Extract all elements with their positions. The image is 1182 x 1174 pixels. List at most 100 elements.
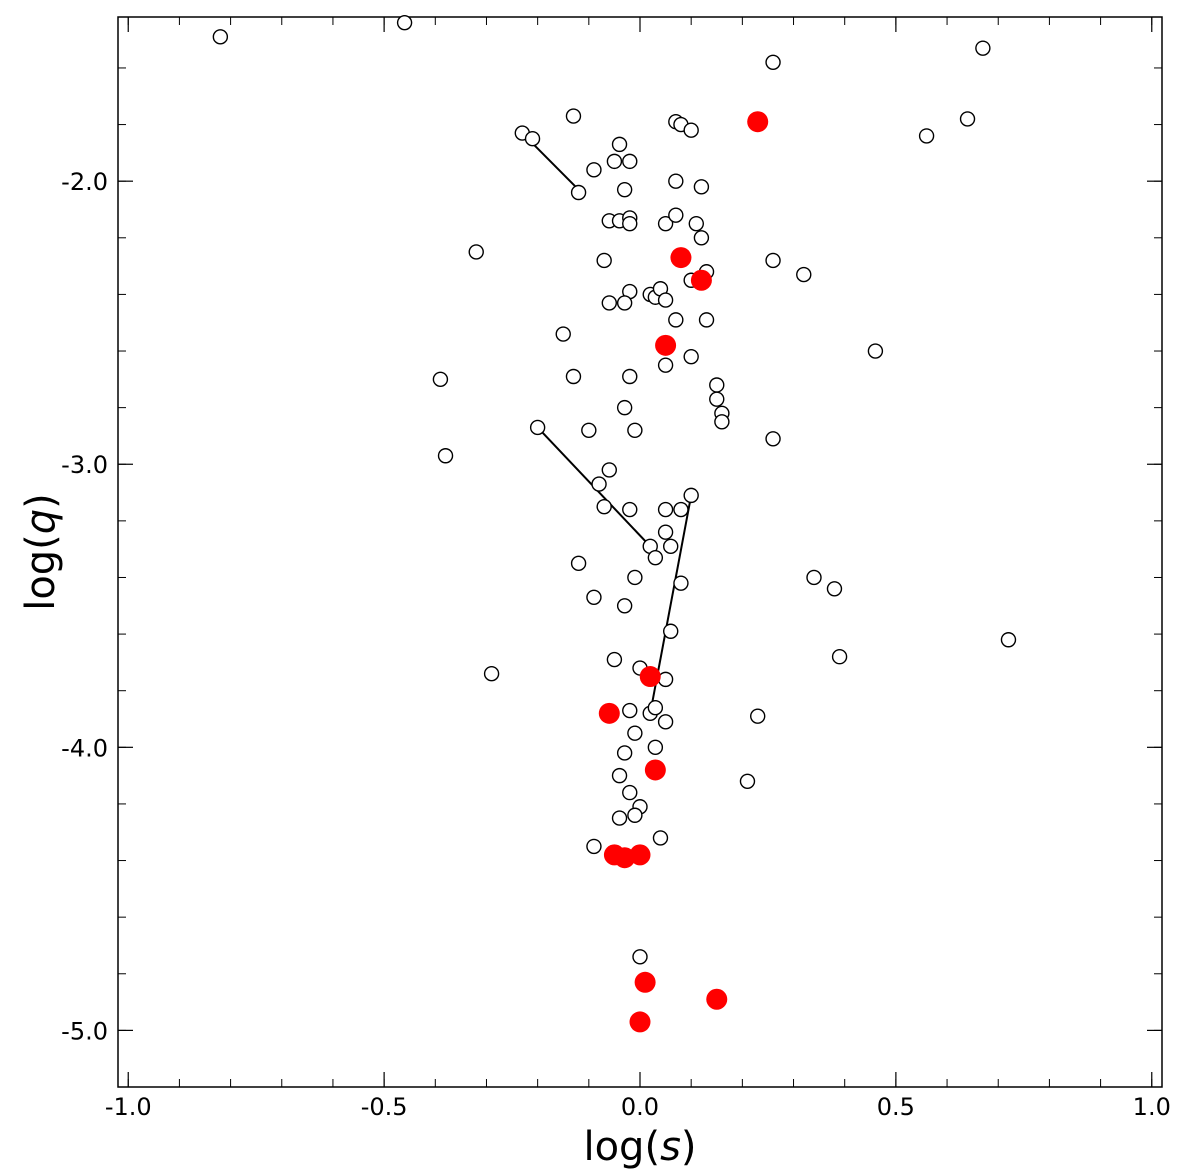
open-circle-point <box>596 499 612 515</box>
open-circle-point <box>468 244 484 260</box>
open-circle-point <box>396 14 413 31</box>
open-circle-point <box>959 111 976 127</box>
open-circle-point <box>611 810 628 826</box>
open-circle-point <box>765 431 781 447</box>
x-tick-label: -0.5 <box>361 1093 408 1121</box>
open-circle-point <box>570 555 587 572</box>
open-circle-point <box>688 215 704 232</box>
open-circle-point <box>586 838 602 855</box>
open-circle-point <box>709 391 725 407</box>
open-circle-point <box>867 343 884 359</box>
open-circle-point <box>714 414 730 430</box>
open-circle-point <box>581 422 597 438</box>
open-circle-point <box>616 745 633 761</box>
filled-circle-point <box>655 334 677 356</box>
open-circle-series <box>212 14 1017 965</box>
open-circle-point <box>632 949 648 965</box>
open-circle-point <box>673 501 689 518</box>
y-tick-label: -4.0 <box>61 734 108 762</box>
open-circle-point <box>663 538 679 555</box>
filled-circle-point <box>629 1011 651 1033</box>
open-circle-point <box>611 136 628 153</box>
open-circle-point <box>616 295 633 311</box>
open-circle-point <box>601 295 617 311</box>
open-circle-point <box>657 524 674 540</box>
open-circle-point <box>1000 632 1017 648</box>
open-circle-point <box>601 462 617 478</box>
filled-circle-point <box>598 702 620 724</box>
open-circle-point <box>652 830 669 846</box>
plot-frame <box>117 16 1163 1088</box>
open-circle-point <box>739 773 756 789</box>
filled-circle-point <box>639 666 661 688</box>
open-circle-point <box>826 581 843 597</box>
y-tick-label: -2.0 <box>61 168 108 196</box>
open-circle-point <box>796 266 812 283</box>
open-circle-point <box>709 377 725 393</box>
y-tick-label: -5.0 <box>61 1017 108 1045</box>
filled-circle-point <box>670 247 692 269</box>
open-circle-point <box>616 399 633 416</box>
open-circle-point <box>765 252 781 269</box>
open-circle-point <box>555 326 571 342</box>
x-tick-label: -1.0 <box>105 1093 152 1121</box>
open-circle-point <box>622 702 638 719</box>
x-tick-label: 1.0 <box>1133 1093 1171 1121</box>
open-circle-point <box>657 357 674 373</box>
open-circle-point <box>586 589 602 605</box>
open-circle-point <box>565 368 582 385</box>
open-circle-point <box>627 807 643 823</box>
open-circle-point <box>668 173 684 189</box>
open-circle-point <box>616 181 633 198</box>
open-circle-point <box>529 419 546 436</box>
axis-ticks <box>118 17 1162 1088</box>
y-axis-label: log(q) <box>18 493 64 611</box>
open-circle-point <box>975 40 991 56</box>
open-circle-point <box>622 368 638 385</box>
open-circle-point <box>647 549 664 566</box>
open-circle-point <box>831 649 848 665</box>
open-circle-point <box>693 230 710 246</box>
filled-circle-point <box>629 844 651 866</box>
filled-circle-point <box>706 988 728 1010</box>
open-circle-point <box>657 501 674 518</box>
open-circle-point <box>622 215 638 232</box>
open-circle-point <box>657 292 674 308</box>
open-circle-point <box>663 623 679 639</box>
open-circle-point <box>657 215 674 232</box>
open-circle-point <box>622 501 638 518</box>
open-circle-point <box>616 598 633 614</box>
tick-labels: -1.0 -0.5 0.0 0.5 1.0 -2.0 -3.0 -4.0 -5.0 <box>61 168 1171 1121</box>
open-circle-point <box>806 569 822 586</box>
open-circle-point <box>212 29 229 45</box>
open-circle-point <box>586 162 602 178</box>
open-circle-point <box>565 108 582 124</box>
open-circle-point <box>647 739 664 756</box>
open-circle-point <box>683 348 699 365</box>
open-circle-point <box>622 153 638 170</box>
open-circle-point <box>432 371 449 388</box>
x-tick-label: 0.5 <box>877 1093 915 1121</box>
open-circle-point <box>606 651 623 668</box>
open-circle-point <box>683 122 699 138</box>
filled-circle-point <box>644 759 666 781</box>
open-circle-point <box>627 569 643 586</box>
open-circle-point <box>627 422 643 438</box>
open-circle-point <box>698 312 715 328</box>
open-circle-point <box>657 714 674 730</box>
open-circle-point <box>437 448 454 464</box>
open-circle-point <box>570 184 587 201</box>
open-circle-point <box>596 252 612 269</box>
open-circle-point <box>627 725 643 741</box>
open-circle-point <box>483 666 500 682</box>
filled-circle-series <box>598 111 769 1033</box>
open-circle-point <box>750 708 766 724</box>
open-circle-point <box>668 207 684 223</box>
open-circle-point <box>657 671 674 688</box>
filled-circle-point <box>634 971 656 993</box>
open-circle-point <box>591 476 607 492</box>
open-circle-point <box>673 575 689 591</box>
filled-circle-point <box>690 269 712 291</box>
open-circle-point <box>683 487 699 504</box>
